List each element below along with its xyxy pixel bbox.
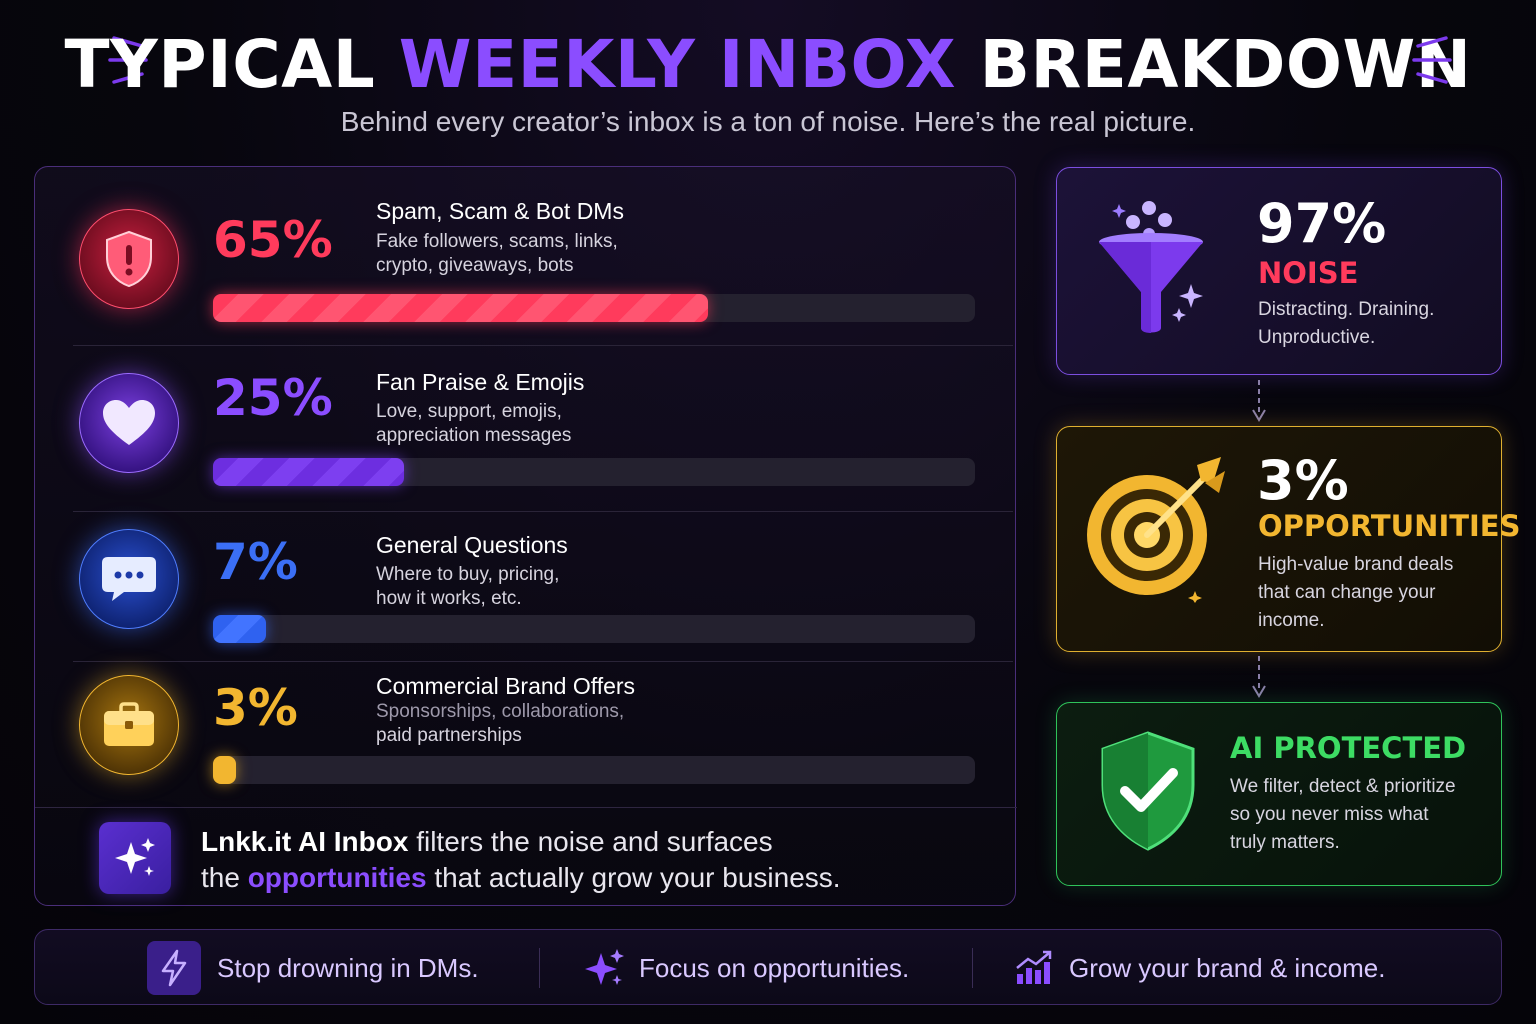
sparkle-icon: [99, 822, 171, 894]
banner-text: Lnkk.it AI Inbox filters the noise and s…: [201, 824, 841, 896]
progress-fill: [213, 615, 267, 643]
down-arrow-icon: [1252, 656, 1266, 698]
progress-track: [213, 458, 975, 486]
breakdown-row-questions: 7% General Questions Where to buy, prici…: [35, 511, 1017, 662]
divider: [73, 511, 1013, 512]
category-description: Sponsorships, collaborations, paid partn…: [376, 700, 716, 748]
opportunities-percent: 3%: [1257, 449, 1349, 512]
banner-highlight: opportunities: [247, 862, 427, 893]
progress-track: [213, 615, 975, 643]
breakdown-row-brand-offers: 3% Commercial Brand Offers Sponsorships,…: [35, 661, 1017, 807]
lightning-icon: [147, 941, 201, 995]
opportunities-description: High-value brand deals that can change y…: [1258, 551, 1453, 635]
progress-track: [213, 756, 975, 784]
footer-text: Grow your brand & income.: [1069, 952, 1386, 983]
ai-inbox-banner: Lnkk.it AI Inbox filters the noise and s…: [35, 807, 1017, 907]
description-line: how it works, etc.: [376, 588, 522, 609]
description-line: High-value brand deals: [1258, 554, 1454, 575]
decorative-lines-left-icon: [108, 36, 148, 84]
progress-fill: [213, 458, 404, 486]
footer-item-grow: Grow your brand & income.: [1015, 930, 1385, 1006]
decorative-lines-right-icon: [1412, 36, 1452, 84]
category-title: General Questions: [376, 532, 568, 558]
breakdown-row-spam: 65% Spam, Scam & Bot DMs Fake followers,…: [35, 167, 1017, 346]
breakdown-panel: 65% Spam, Scam & Bot DMs Fake followers,…: [34, 166, 1017, 907]
category-title: Commercial Brand Offers: [376, 673, 636, 699]
noise-percent: 97%: [1257, 192, 1387, 255]
progress-track: [213, 294, 975, 322]
down-arrow-icon: [1252, 380, 1266, 422]
ai-protected-card: AI PROTECTED We filter, detect & priorit…: [1056, 702, 1502, 886]
noise-label: NOISE: [1258, 256, 1359, 290]
description-line: We filter, detect & prioritize: [1230, 776, 1456, 797]
chat-bubble-icon: [79, 529, 179, 629]
percent-value: 25%: [213, 369, 333, 427]
title-part-2: BREAKDOWN: [956, 26, 1472, 103]
sparkle-icon: [585, 949, 624, 985]
page-subtitle: Behind every creator’s inbox is a ton of…: [340, 106, 1196, 137]
category-title: Spam, Scam & Bot DMs: [376, 198, 624, 224]
percent-value: 3%: [213, 679, 298, 737]
noise-description: Distracting. Draining. Unproductive.: [1258, 296, 1434, 352]
description-line: crypto, giveaways, bots: [376, 255, 574, 276]
opportunities-card: 3% OPPORTUNITIES High-value brand deals …: [1056, 426, 1521, 652]
ai-protected-description: We filter, detect & prioritize so you ne…: [1230, 773, 1456, 857]
description-line: truly matters.: [1230, 832, 1340, 853]
description-line: Distracting. Draining.: [1258, 299, 1435, 320]
description-line: Sponsorships, collaborations,: [376, 701, 625, 722]
footer-item-stop-drowning: Stop drowning in DMs.: [147, 930, 479, 1006]
description-line: Where to buy, pricing,: [376, 564, 560, 585]
description-line: so you never miss what: [1230, 804, 1429, 825]
banner-text-part: the: [201, 862, 248, 893]
footer-item-focus: Focus on opportunities.: [583, 930, 909, 1006]
target-icon: [1087, 457, 1225, 603]
description-line: Unproductive.: [1258, 327, 1376, 348]
percent-value: 7%: [213, 533, 298, 591]
shield-alert-icon: [79, 209, 179, 309]
description-line: that can change your: [1258, 582, 1436, 603]
briefcase-icon: [79, 675, 179, 775]
page-title: TYPICAL WEEKLY INBOX BREAKDOWN: [0, 26, 1536, 103]
description-line: Fake followers, scams, links,: [376, 231, 618, 252]
growth-chart-icon: [1016, 950, 1052, 984]
percent-value: 65%: [213, 211, 333, 269]
description-line: Love, support, emojis,: [376, 401, 562, 422]
footer-divider: [972, 948, 973, 988]
category-description: Where to buy, pricing, how it works, etc…: [376, 563, 716, 611]
category-description: Fake followers, scams, links, crypto, gi…: [376, 230, 716, 278]
title-part-1: TYPICAL: [64, 26, 399, 103]
banner-text-part: that actually grow your business.: [426, 862, 841, 893]
description-line: paid partnerships: [376, 725, 522, 746]
description-line: appreciation messages: [376, 425, 572, 446]
description-line: income.: [1258, 610, 1325, 631]
heart-icon: [79, 373, 179, 473]
noise-card: 97% NOISE Distracting. Draining. Unprodu…: [1056, 167, 1502, 375]
opportunities-label: OPPORTUNITIES: [1258, 509, 1521, 543]
breakdown-row-fan-praise: 25% Fan Praise & Emojis Love, support, e…: [35, 345, 1017, 512]
footer-bar: Stop drowning in DMs. Focus on opportuni…: [34, 929, 1502, 1005]
footer-text: Stop drowning in DMs.: [217, 952, 479, 983]
footer-divider: [539, 948, 540, 988]
brand-name: Lnkk.it AI Inbox: [201, 826, 409, 857]
ai-protected-label: AI PROTECTED: [1230, 731, 1467, 765]
category-description: Love, support, emojis, appreciation mess…: [376, 400, 716, 448]
divider: [73, 345, 1013, 346]
divider: [73, 661, 1013, 662]
shield-check-icon: [1101, 731, 1195, 851]
banner-text-part: filters the noise and surfaces: [408, 826, 773, 857]
funnel-icon: [1099, 201, 1203, 333]
title-accent: WEEKLY INBOX: [398, 26, 957, 103]
category-title: Fan Praise & Emojis: [376, 369, 585, 395]
footer-text: Focus on opportunities.: [639, 952, 910, 983]
progress-fill: [213, 294, 709, 322]
progress-fill: [213, 756, 236, 784]
